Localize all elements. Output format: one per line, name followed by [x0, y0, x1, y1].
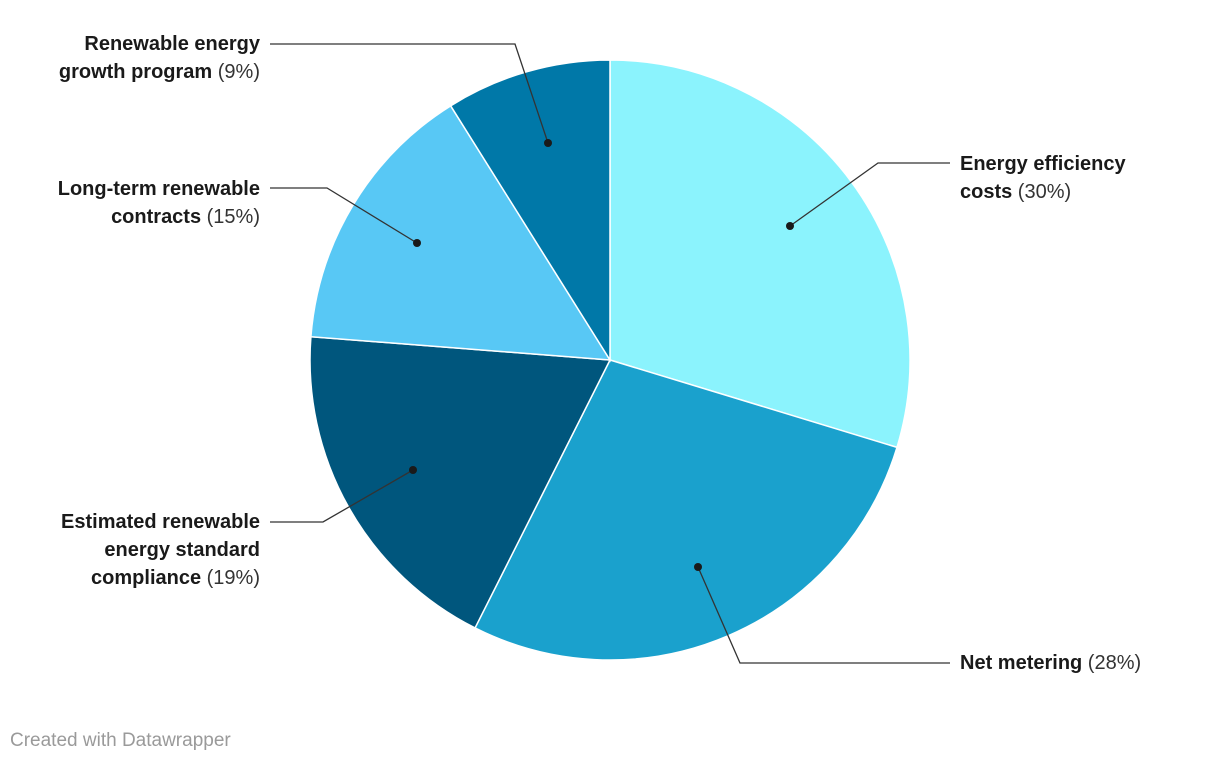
leader-line [270, 469, 414, 523]
slice-label-value: (15%) [201, 206, 260, 228]
slice-label-value: (19%) [201, 567, 260, 589]
slice-label-value: (30%) [1012, 181, 1072, 203]
slice-label-name: contracts [111, 206, 202, 228]
slice-label-line: costs (30%) [960, 178, 1126, 206]
leader-dot [694, 563, 702, 571]
slice-label-line: contracts (15%) [58, 203, 260, 231]
slice-label-name: Long-term renewable [57, 178, 260, 200]
slice-label-line: Renewable energy [59, 30, 260, 58]
slice-label-line: energy standard [61, 536, 260, 564]
leader-line [270, 187, 418, 244]
slice-label-value: (28%) [1082, 652, 1142, 674]
leader-line [789, 162, 950, 227]
leader-dot [786, 222, 794, 230]
slice-label-name: energy standard [104, 539, 260, 561]
slice-label: Renewable energy growth program (9%) [59, 30, 260, 86]
slice-label-line: Estimated renewable [61, 508, 260, 536]
slice-label: Net metering (28%) [960, 649, 1141, 677]
slice-label-line: growth program (9%) [59, 58, 260, 86]
slice-label-name: Renewable energy [84, 33, 260, 55]
slice-label-value: (9%) [212, 61, 260, 83]
leader-line [697, 566, 950, 664]
pie-slice [449, 59, 611, 363]
leader-dot [413, 239, 421, 247]
slice-label-line: Net metering (28%) [960, 649, 1141, 677]
slice-label-line: Long-term renewable [58, 175, 260, 203]
slice-label-name: costs [960, 181, 1013, 203]
leader-line [270, 43, 549, 144]
slice-label: Long-term renewable contracts (15%) [58, 175, 260, 231]
slice-label-name: compliance [91, 567, 202, 589]
slice-label: Estimated renewable energy standard compli… [61, 508, 260, 592]
slice-label: Energy efficiency costs (30%) [960, 150, 1126, 206]
credit-text: Created with Datawrapper [10, 730, 231, 751]
leader-dot [409, 466, 417, 474]
slice-label-name: growth program [58, 61, 213, 83]
pie-slice [609, 59, 911, 449]
slice-label-line: Energy efficiency [960, 150, 1126, 178]
slice-label-name: Net metering [960, 652, 1083, 674]
slice-label-line: compliance (19%) [61, 564, 260, 592]
slice-label-name: Estimated renewable [61, 511, 260, 533]
slice-label-name: Energy efficiency [960, 153, 1126, 175]
leader-dot [544, 139, 552, 147]
